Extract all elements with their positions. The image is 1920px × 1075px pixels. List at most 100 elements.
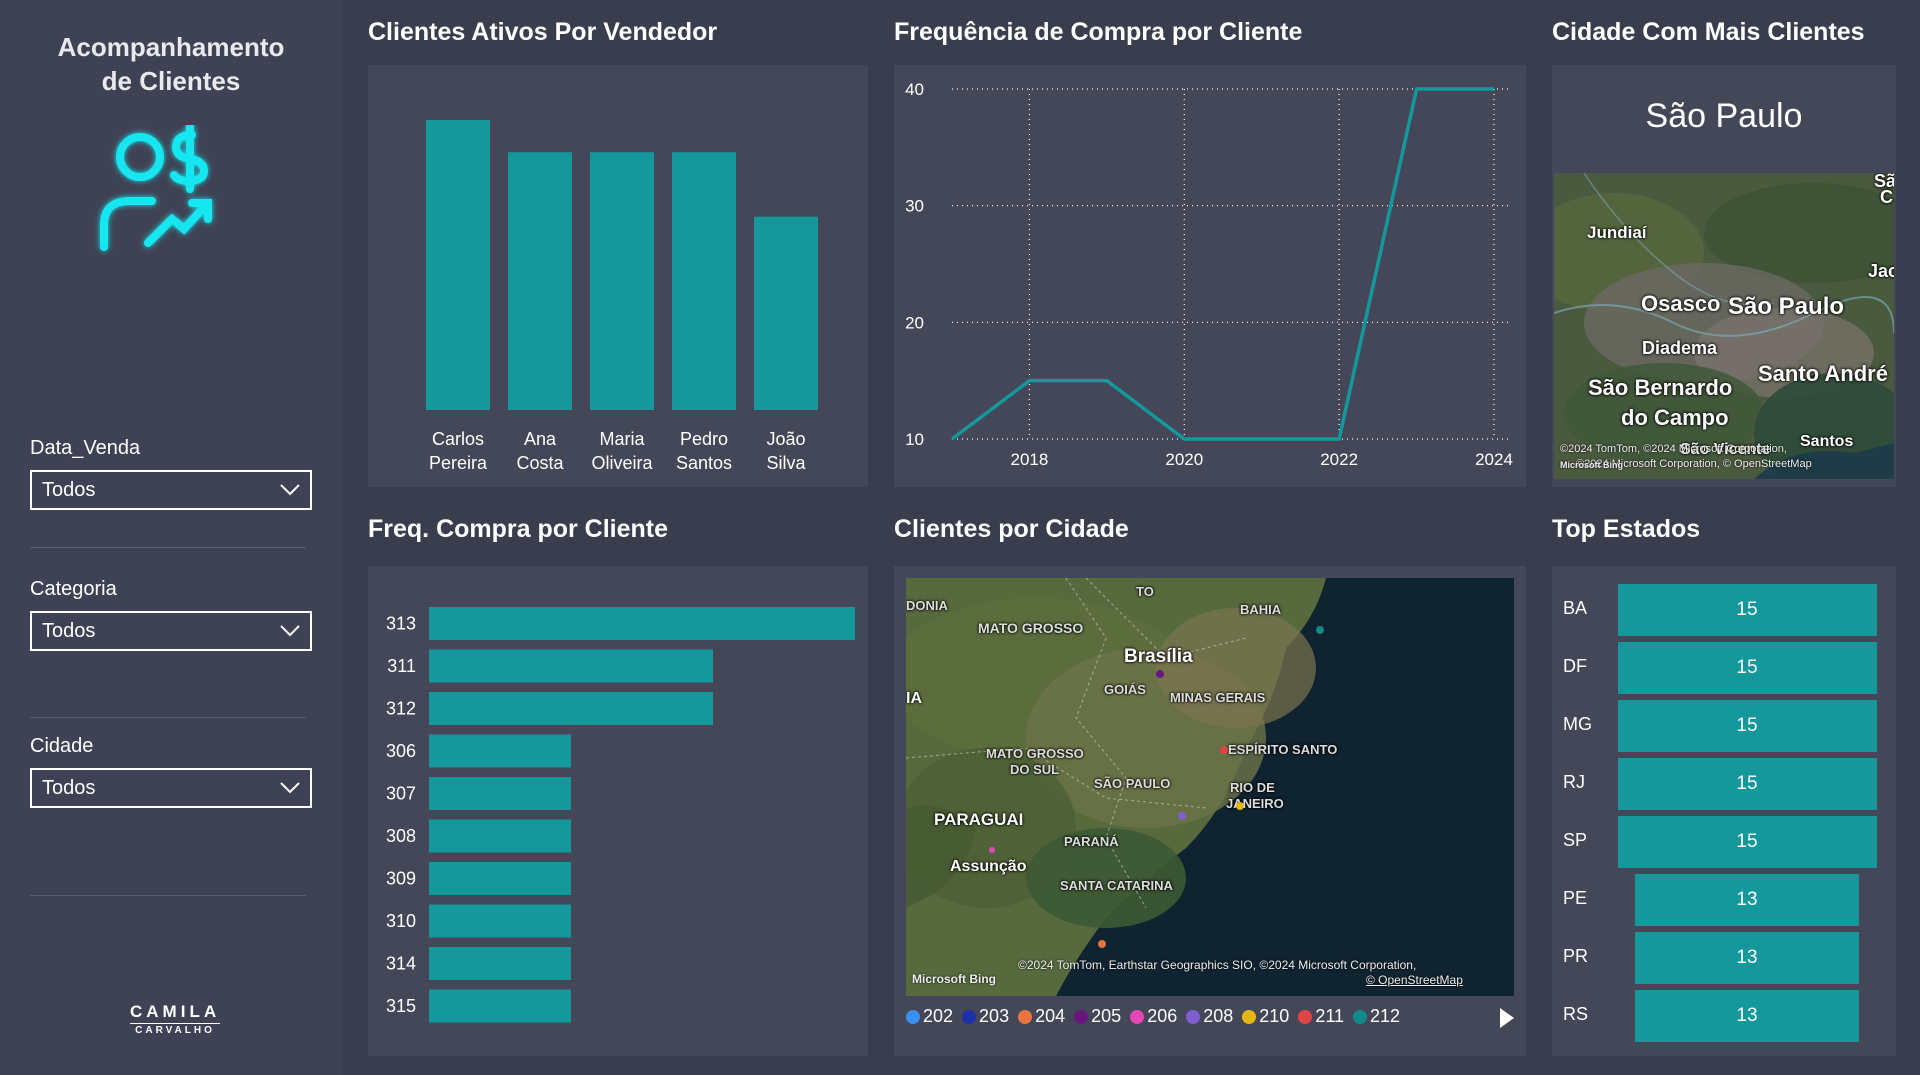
clientes-cidade-card: DONIA TO BAHIA MATO GROSSO Brasília GOIÁ…: [894, 566, 1526, 1056]
bar-cliente[interactable]: [429, 692, 713, 725]
legend-item[interactable]: 206: [1130, 1006, 1177, 1027]
bar-cliente[interactable]: [429, 607, 855, 640]
cidade-top-value: São Paulo: [1645, 97, 1803, 135]
bing-logo: Microsoft Bing: [1560, 460, 1623, 470]
legend-item[interactable]: 205: [1074, 1006, 1121, 1027]
category-label: 315: [386, 996, 416, 1016]
estado-bar[interactable]: 15: [1617, 700, 1877, 752]
legend-item[interactable]: 212: [1353, 1006, 1400, 1027]
top-estados-title: Top Estados: [1552, 515, 1701, 543]
clientes-cidade-title: Clientes por Cidade: [894, 515, 1129, 543]
category-label: 306: [386, 741, 416, 761]
bar-cliente[interactable]: [429, 862, 571, 895]
divider: [30, 717, 306, 718]
cidade-top-card: São Paulo Jundiaí Osasco São Paulo Diade…: [1552, 65, 1896, 487]
bar-vendedor[interactable]: [590, 152, 654, 410]
legend-dot: [1130, 1009, 1145, 1024]
cidade-dropdown[interactable]: Todos: [30, 768, 312, 808]
report-title: Acompanhamento de Clientes: [57, 32, 285, 96]
vendedor-bar-chart[interactable]: Carlos Pereira Ana Costa Maria Oliveira Pedro S…: [368, 65, 868, 487]
brand-logo: CAMILA CARVALHO: [130, 1002, 221, 1036]
map-terrain: [906, 578, 1514, 996]
category-label: Pedro: [680, 429, 728, 449]
legend-item[interactable]: 204: [1018, 1006, 1065, 1027]
category-label: 313: [386, 614, 416, 634]
category-label: 307: [386, 784, 416, 804]
legend-item[interactable]: 211: [1298, 1006, 1344, 1027]
frequencia-line-chart[interactable]: 10 20 30 40 2018 2020 2022 2024: [894, 65, 1526, 487]
estado-bar[interactable]: 13: [1634, 990, 1860, 1042]
bar-vendedor[interactable]: [754, 216, 818, 410]
chevron-down-icon: [280, 625, 300, 637]
y-tick-label: 30: [905, 197, 924, 216]
vendedor-chart-card[interactable]: Carlos Pereira Ana Costa Maria Oliveira Pedro S…: [368, 65, 868, 487]
estado-label: DF: [1563, 656, 1587, 676]
category-label: Costa: [516, 453, 564, 473]
freq-cliente-bar-chart[interactable]: 313 311 312 306 307 308 309 310 314 315: [368, 566, 868, 1056]
legend-item[interactable]: 203: [962, 1006, 1009, 1027]
sao-paulo-map[interactable]: Jundiaí Osasco São Paulo Diadema Santo A…: [1554, 173, 1894, 479]
category-label: 311: [387, 656, 416, 676]
category-label: Carlos: [432, 429, 484, 449]
legend-dot: [1242, 1009, 1257, 1024]
slicer-data-venda: Data_Venda Todos: [30, 437, 312, 510]
bar-cliente[interactable]: [429, 904, 571, 938]
brazil-map[interactable]: DONIA TO BAHIA MATO GROSSO Brasília GOIÁ…: [906, 578, 1514, 996]
data-venda-dropdown[interactable]: Todos: [30, 470, 312, 510]
bar-cliente[interactable]: [429, 777, 571, 810]
legend-dot: [962, 1009, 977, 1024]
estado-label: RS: [1563, 1004, 1589, 1024]
customer-money-growth-icon: [100, 125, 212, 251]
chevron-down-icon: [280, 484, 300, 496]
legend-item[interactable]: 208: [1186, 1006, 1233, 1027]
category-label: Ana: [524, 429, 557, 449]
frequencia-chart-card[interactable]: 10 20 30 40 2018 2020 2022 2024: [894, 65, 1526, 487]
freq-cliente-title: Freq. Compra por Cliente: [368, 515, 669, 543]
categoria-dropdown[interactable]: Todos: [30, 611, 312, 651]
legend-item[interactable]: 210: [1242, 1006, 1289, 1027]
bar-vendedor[interactable]: [426, 120, 490, 410]
bar-cliente[interactable]: [429, 819, 571, 853]
legend-dot: [1186, 1009, 1201, 1024]
estado-label: BA: [1563, 598, 1588, 618]
estado-bar[interactable]: 15: [1617, 584, 1877, 636]
bar-cliente[interactable]: [429, 947, 571, 980]
legend-dot: [1298, 1009, 1313, 1024]
legend-dot: [1074, 1009, 1089, 1024]
category-label: Pereira: [429, 453, 488, 473]
series-line[interactable]: [950, 87, 1494, 441]
estado-bar[interactable]: 13: [1634, 874, 1860, 926]
x-tick-label: 2018: [1011, 450, 1049, 469]
category-label: 310: [386, 911, 416, 931]
freq-cliente-card[interactable]: 313 311 312 306 307 308 309 310 314 315: [368, 566, 868, 1056]
bing-logo: Microsoft Bing: [912, 972, 996, 986]
category-label: João: [766, 429, 805, 449]
estado-bar[interactable]: 15: [1617, 642, 1877, 694]
slicer-categoria: Categoria Todos: [30, 578, 312, 651]
bar-cliente[interactable]: [429, 989, 571, 1023]
map-terrain: [1554, 173, 1894, 479]
play-next-icon[interactable]: [1498, 1006, 1516, 1030]
map-legend: 202 203 204 205 206 208 210 211 212: [906, 1006, 1400, 1027]
legend-dot: [906, 1009, 920, 1024]
estado-label: SP: [1563, 830, 1588, 850]
estado-bar[interactable]: 15: [1617, 758, 1877, 810]
bar-vendedor[interactable]: [672, 152, 736, 410]
bar-cliente[interactable]: [429, 734, 571, 768]
map-markers: [989, 626, 1324, 948]
category-label: 308: [386, 826, 416, 846]
estado-bar[interactable]: 13: [1634, 932, 1860, 984]
bar-cliente[interactable]: [429, 649, 713, 683]
legend-dot: [1018, 1009, 1033, 1024]
category-label: 312: [386, 699, 416, 719]
estado-bar[interactable]: 15: [1617, 816, 1877, 868]
bar-vendedor[interactable]: [508, 152, 572, 410]
estado-label: RJ: [1563, 772, 1585, 792]
x-tick-label: 2022: [1320, 450, 1358, 469]
legend-item[interactable]: 202: [906, 1006, 953, 1027]
frequencia-chart-title: Frequência de Compra por Cliente: [894, 18, 1303, 46]
estado-label: PR: [1563, 946, 1589, 966]
x-tick-label: 2020: [1165, 450, 1203, 469]
slicer-cidade: Cidade Todos: [30, 735, 312, 808]
estado-label: MG: [1563, 714, 1592, 734]
